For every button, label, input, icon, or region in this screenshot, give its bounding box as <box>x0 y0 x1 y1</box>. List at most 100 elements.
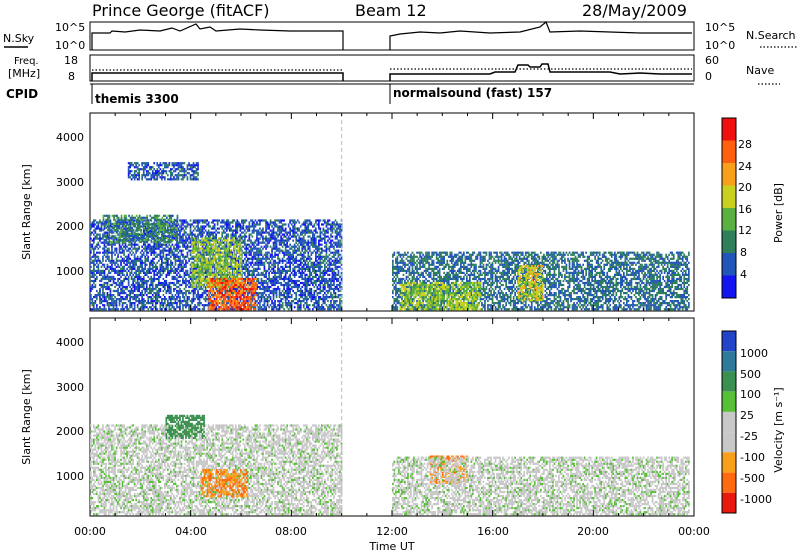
power-cell <box>107 218 109 221</box>
power-cell <box>253 271 255 274</box>
power-cell <box>315 237 317 240</box>
power-cell <box>339 306 341 309</box>
power-cell <box>307 243 310 246</box>
power-cell <box>310 223 313 226</box>
power-cell <box>189 285 192 289</box>
power-cell <box>153 222 156 225</box>
power-cell <box>312 269 314 272</box>
power-cell <box>271 267 273 270</box>
power-cell <box>274 239 276 242</box>
power-cell <box>278 281 281 285</box>
power-cell <box>253 263 255 266</box>
power-cell <box>203 308 205 311</box>
power-cell <box>324 257 326 260</box>
power-cell <box>142 233 145 236</box>
power-cell <box>99 292 101 295</box>
power-cell <box>96 237 98 240</box>
power-cell <box>272 281 275 285</box>
power-cell <box>286 287 288 291</box>
power-cell <box>153 261 156 264</box>
power-cell <box>307 227 310 230</box>
power-cell <box>330 296 332 299</box>
power-cell <box>331 294 334 297</box>
power-cell <box>330 308 332 311</box>
power-cell <box>328 308 331 311</box>
power-cell <box>141 269 143 272</box>
power-cell <box>277 229 279 232</box>
power-cell <box>124 302 127 305</box>
power-cell <box>147 279 150 283</box>
power-cell <box>204 287 207 291</box>
power-cell <box>145 263 148 266</box>
power-cell <box>268 227 270 230</box>
power-cell <box>177 227 180 230</box>
power-cell <box>93 253 95 256</box>
power-cell <box>200 233 202 236</box>
power-cell <box>118 265 121 268</box>
power-cell <box>331 269 334 272</box>
power-cell <box>136 277 139 281</box>
power-cell <box>259 249 261 252</box>
power-cell <box>164 226 167 229</box>
power-cell <box>325 245 328 248</box>
power-cell <box>299 300 302 303</box>
power-cell <box>171 302 174 305</box>
power-cell <box>106 249 109 252</box>
power-cell <box>94 283 97 287</box>
power-cell <box>183 225 186 228</box>
power-cell <box>301 265 304 268</box>
power-cell <box>250 304 252 307</box>
power-cell <box>191 257 193 260</box>
power-cell <box>287 255 290 258</box>
power-cell <box>296 263 299 266</box>
power-cell <box>114 253 116 256</box>
power-cell <box>302 263 305 266</box>
power-cell <box>111 230 114 233</box>
power-cell <box>118 302 121 305</box>
power-cell <box>151 267 154 270</box>
power-cell <box>295 257 298 260</box>
power-cell <box>94 253 97 256</box>
power-cell <box>310 231 313 234</box>
power-cell <box>254 251 257 254</box>
power-cell <box>170 304 172 307</box>
power-cell <box>336 237 338 240</box>
power-cell <box>159 263 162 266</box>
power-cell <box>239 233 242 236</box>
power-cell <box>304 275 307 278</box>
power-cell <box>96 233 98 236</box>
power-cell <box>186 221 189 224</box>
power-cell <box>245 275 248 278</box>
power-cell <box>287 261 290 264</box>
power-cell <box>165 257 168 260</box>
power-cell <box>170 251 172 254</box>
power-cell <box>197 227 199 230</box>
power-cell <box>142 308 145 311</box>
power-cell <box>275 306 278 309</box>
power-cell <box>165 275 168 278</box>
power-cell <box>131 214 133 217</box>
power-cell <box>165 267 168 270</box>
power-cell <box>96 243 98 246</box>
power-cell <box>168 283 171 287</box>
power-cell <box>336 285 338 289</box>
power-cell <box>91 285 94 289</box>
power-cell <box>99 287 101 291</box>
nsearch-label: N.Search <box>746 29 796 42</box>
power-cell <box>305 267 308 270</box>
power-cell <box>118 271 121 274</box>
power-cell <box>139 221 142 224</box>
power-cell <box>164 234 167 237</box>
power-cell <box>144 304 147 307</box>
power-cell <box>123 214 126 217</box>
power-cell <box>284 265 287 268</box>
power-cell <box>195 253 198 256</box>
power-cell <box>242 239 245 242</box>
power-cell <box>254 302 257 305</box>
power-cell <box>120 218 123 221</box>
power-cell <box>145 283 148 287</box>
power-cell <box>201 231 204 234</box>
power-cell <box>120 255 122 258</box>
power-cell <box>307 235 310 238</box>
power-cell <box>146 220 149 223</box>
